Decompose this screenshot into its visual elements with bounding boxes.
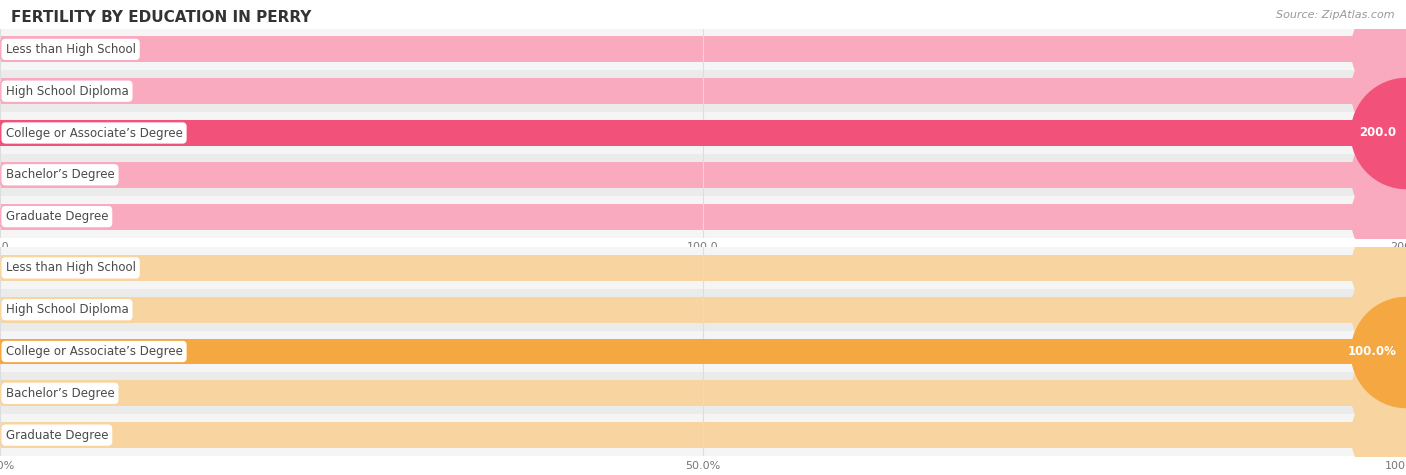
Bar (0, 372, 1406, 414)
Text: College or Associate’s Degree: College or Associate’s Degree (6, 345, 183, 358)
Bar (0, 78, 1406, 104)
Text: 100.0%: 100.0% (1347, 345, 1396, 358)
Bar (0, 112, 1406, 154)
Bar (0, 289, 1406, 331)
Text: College or Associate’s Degree: College or Associate’s Degree (6, 126, 183, 140)
Text: 0.0%: 0.0% (21, 387, 51, 400)
Bar (0, 380, 1406, 406)
Text: Less than High School: Less than High School (6, 43, 135, 56)
Text: 200.0: 200.0 (1360, 126, 1396, 140)
Bar (0, 422, 1406, 448)
Text: Bachelor’s Degree: Bachelor’s Degree (6, 168, 114, 181)
Text: High School Diploma: High School Diploma (6, 303, 128, 316)
Text: Graduate Degree: Graduate Degree (6, 428, 108, 442)
Bar (0, 162, 1406, 188)
Bar (0, 37, 1406, 62)
Text: FERTILITY BY EDUCATION IN PERRY: FERTILITY BY EDUCATION IN PERRY (11, 10, 312, 25)
Bar (0, 70, 1406, 112)
Bar (0, 339, 1406, 364)
Bar (0, 297, 1406, 323)
Text: Less than High School: Less than High School (6, 261, 135, 275)
Bar (0, 28, 1406, 70)
Text: 0.0%: 0.0% (21, 428, 51, 442)
Bar (0, 120, 1406, 146)
Text: 0.0: 0.0 (21, 210, 39, 223)
Bar (0, 120, 1406, 146)
Bar (0, 196, 1406, 238)
Text: Bachelor’s Degree: Bachelor’s Degree (6, 387, 114, 400)
Text: Graduate Degree: Graduate Degree (6, 210, 108, 223)
Bar (0, 247, 1406, 289)
Bar (0, 154, 1406, 196)
Text: 0.0: 0.0 (21, 168, 39, 181)
Bar (0, 414, 1406, 456)
Bar (0, 339, 1406, 364)
Bar (0, 204, 1406, 229)
Text: High School Diploma: High School Diploma (6, 85, 128, 98)
Text: 0.0%: 0.0% (21, 303, 51, 316)
Bar (0, 331, 1406, 372)
Text: 0.0%: 0.0% (21, 261, 51, 275)
Text: 0.0: 0.0 (21, 43, 39, 56)
Text: 0.0: 0.0 (21, 85, 39, 98)
Text: Source: ZipAtlas.com: Source: ZipAtlas.com (1277, 10, 1395, 19)
Bar (0, 255, 1406, 281)
